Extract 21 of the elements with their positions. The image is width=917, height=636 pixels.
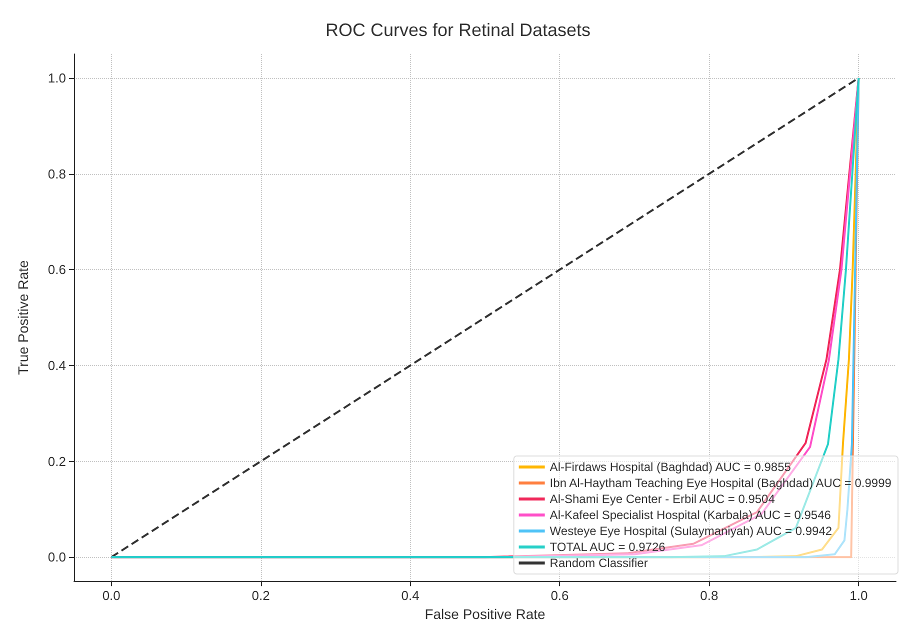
- x-tick-label: 0.6: [550, 588, 569, 604]
- legend-label: Al-Kafeel Specialist Hospital (Karbala) AUC = 0.9546: [550, 508, 832, 522]
- x-axis-title: False Positive Rate: [424, 606, 546, 622]
- legend-label: Al-Firdaws Hospital (Baghdad) AUC = 0.9855: [550, 460, 792, 474]
- x-tick-label: 0.2: [252, 588, 270, 604]
- legend-label: Al-Shami Eye Center - Erbil AUC = 0.9504: [550, 492, 776, 506]
- x-tick-label: 0.4: [401, 588, 420, 604]
- y-tick-label: 0.4: [48, 358, 66, 373]
- y-axis-title: True Positive Rate: [15, 260, 31, 375]
- legend-label: Random Classifier: [550, 556, 648, 570]
- legend-label: TOTAL AUC = 0.9726: [550, 540, 666, 554]
- y-tick-label: 1.0: [48, 70, 66, 86]
- x-tick-label: 1.0: [850, 588, 868, 604]
- legend-label: Westeye Eye Hospital (Sulaymaniyah) AUC = 0.9942: [550, 524, 832, 538]
- y-tick-label: 0.6: [48, 262, 66, 278]
- x-tick-label: 0.0: [102, 588, 120, 604]
- y-tick-label: 0.2: [48, 454, 66, 469]
- chart-title: ROC Curves for Retinal Datasets: [325, 20, 591, 40]
- x-tick-label: 0.8: [700, 588, 718, 604]
- y-tick-label: 0.8: [48, 166, 66, 182]
- y-tick-label: 0.0: [48, 550, 66, 565]
